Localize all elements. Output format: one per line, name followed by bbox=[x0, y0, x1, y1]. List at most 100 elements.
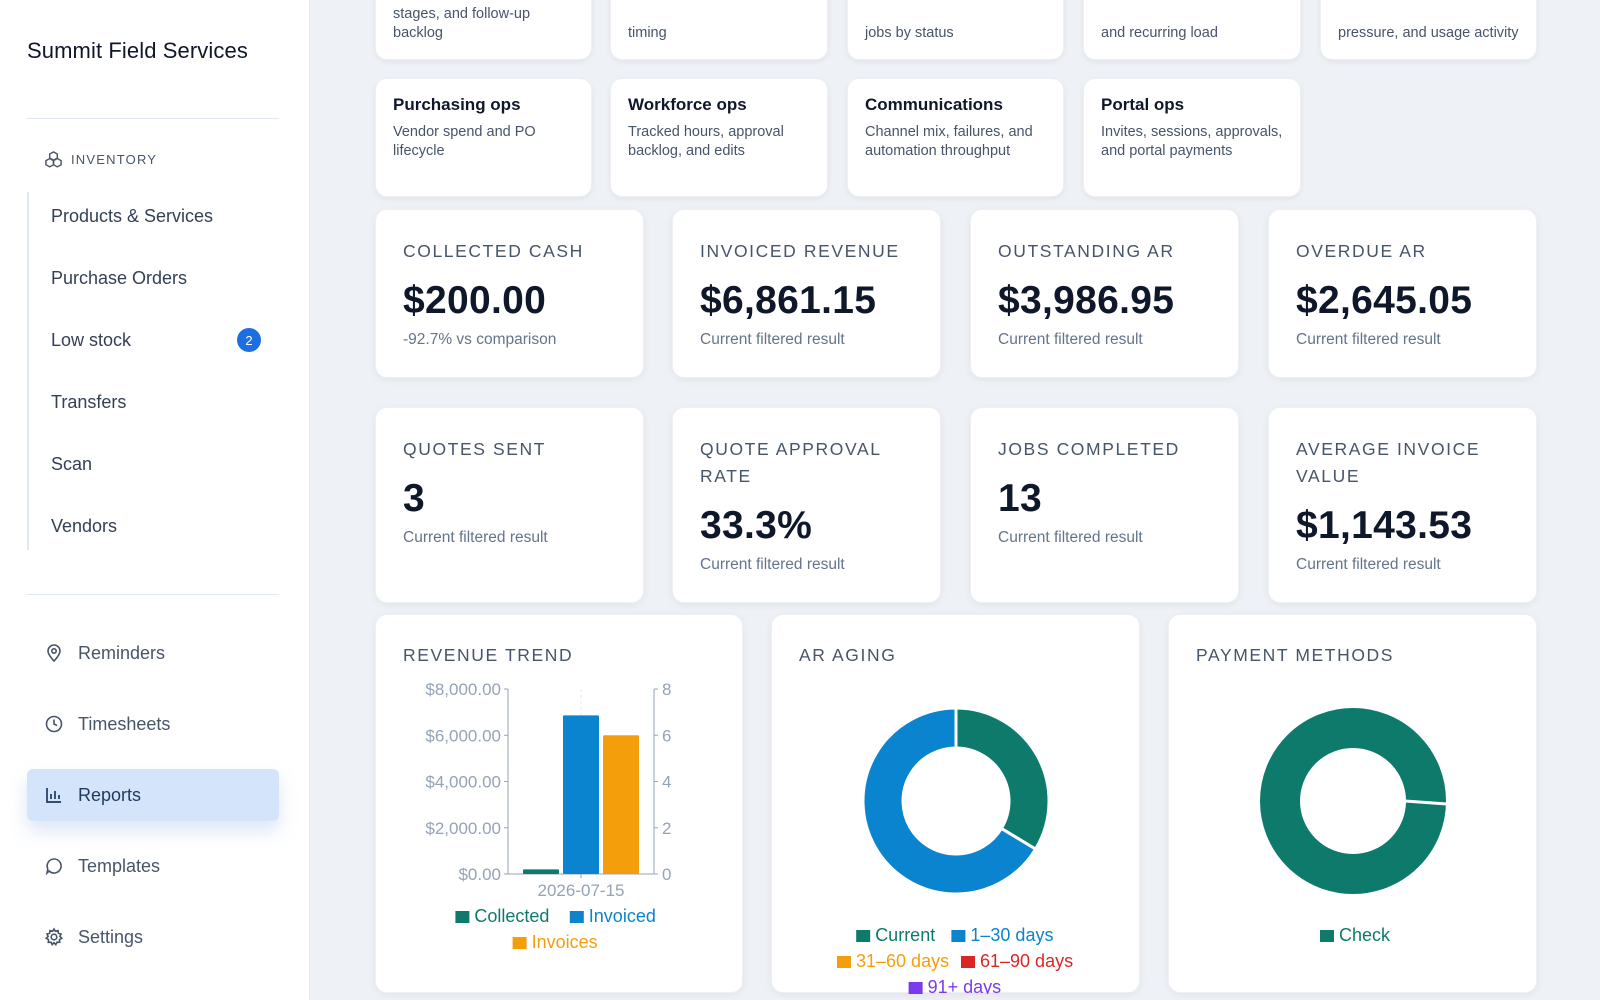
payment-methods-card: PAYMENT METHODS Check bbox=[1168, 614, 1537, 993]
bar-chart-icon bbox=[46, 788, 61, 803]
legend-swatch bbox=[455, 911, 470, 923]
kpi-subtext: Current filtered result bbox=[700, 331, 845, 348]
report-tile-jobs[interactable]: jobs by status bbox=[847, 0, 1064, 60]
kpi-label: OUTSTANDING AR bbox=[998, 241, 1175, 261]
kpi-card-quotes-sent: QUOTES SENT 3 Current filtered result bbox=[375, 407, 644, 603]
kpi-label: INVOICED REVENUE bbox=[700, 241, 900, 261]
kpi-card-overdue-ar: OVERDUE AR $2,645.05 Current filtered re… bbox=[1268, 209, 1537, 378]
kpi-label: QUOTE APPROVAL RATE bbox=[700, 439, 881, 486]
payment-methods-chart: Check bbox=[1260, 708, 1448, 945]
legend-label: Current bbox=[875, 925, 935, 945]
y-right-tick-label: 4 bbox=[662, 773, 671, 792]
report-tile-sales[interactable]: stages, and follow-up backlog bbox=[375, 0, 592, 60]
report-tile-communications[interactable]: Communications Channel mix, failures, an… bbox=[847, 78, 1064, 197]
kpi-card-invoiced-revenue: INVOICED REVENUE $6,861.15 Current filte… bbox=[672, 209, 941, 378]
chart-title: PAYMENT METHODS bbox=[1196, 645, 1395, 665]
chat-bubble-icon bbox=[45, 858, 62, 876]
kpi-value: 3 bbox=[403, 477, 425, 520]
report-tile-purchasing-ops[interactable]: Purchasing ops Vendor spend and PO lifec… bbox=[375, 78, 592, 197]
x-tick-label: 2026-07-15 bbox=[538, 881, 625, 900]
y-left-tick-label: $0.00 bbox=[458, 865, 501, 884]
legend-label: 61–90 days bbox=[980, 951, 1073, 971]
kpi-value: 13 bbox=[998, 477, 1042, 520]
legend-label: Invoices bbox=[532, 932, 598, 952]
report-tile-title: Purchasing ops bbox=[393, 95, 521, 114]
y-right-tick-label: 6 bbox=[662, 726, 671, 745]
legend-swatch bbox=[512, 937, 527, 949]
kpi-card-jobs-completed: JOBS COMPLETED 13 Current filtered resul… bbox=[970, 407, 1239, 603]
boxes-icon bbox=[45, 151, 62, 168]
report-tile-scheduling[interactable]: and recurring load bbox=[1083, 0, 1301, 60]
sidebar-item-reports[interactable]: Reports bbox=[27, 769, 279, 821]
y-right-tick-label: 2 bbox=[662, 819, 671, 838]
kpi-subtext: Current filtered result bbox=[403, 529, 548, 546]
bar-collected bbox=[523, 869, 559, 874]
report-tile-title: Communications bbox=[865, 95, 1003, 114]
kpi-subtext: -92.7% vs comparison bbox=[403, 331, 557, 348]
sidebar-item-low-stock[interactable]: Low stock bbox=[51, 330, 132, 350]
sidebar-item-label: Settings bbox=[78, 926, 144, 947]
y-left-tick-label: $2,000.00 bbox=[425, 819, 501, 838]
y-left-tick-label: $4,000.00 bbox=[425, 773, 501, 792]
divider bbox=[27, 594, 279, 595]
divider bbox=[27, 118, 279, 119]
report-tile-desc: Invites, sessions, approvals, and portal… bbox=[1101, 124, 1283, 159]
kpi-label: COLLECTED CASH bbox=[403, 241, 584, 261]
kpi-card-outstanding-ar: OUTSTANDING AR $3,986.95 Current filtere… bbox=[970, 209, 1239, 378]
report-tile-portal-ops[interactable]: Portal ops Invites, sessions, approvals,… bbox=[1083, 78, 1301, 197]
report-tile-title: Portal ops bbox=[1101, 95, 1185, 114]
legend-label: 1–30 days bbox=[970, 925, 1053, 945]
kpi-subtext: Current filtered result bbox=[998, 331, 1143, 348]
legend-swatch bbox=[569, 911, 584, 923]
sidebar-item-purchase-orders[interactable]: Purchase Orders bbox=[51, 268, 188, 288]
sidebar-item-vendors[interactable]: Vendors bbox=[51, 516, 118, 536]
sidebar-item-scan[interactable]: Scan bbox=[51, 454, 93, 474]
sidebar-item-products-services[interactable]: Products & Services bbox=[51, 206, 214, 226]
y-left-tick-label: $6,000.00 bbox=[425, 726, 501, 745]
report-tile-desc: Channel mix, failures, and automation th… bbox=[865, 124, 1033, 159]
kpi-subtext: Current filtered result bbox=[1296, 331, 1441, 348]
legend-label: 91+ days bbox=[928, 977, 1002, 994]
legend-label: Invoiced bbox=[589, 906, 656, 926]
kpi-value: $2,645.05 bbox=[1296, 279, 1473, 322]
kpi-subtext: Current filtered result bbox=[700, 556, 845, 573]
group-indent-line bbox=[27, 192, 29, 550]
sidebar-item-templates[interactable]: Templates bbox=[27, 840, 279, 892]
sidebar-item-timesheets[interactable]: Timesheets bbox=[27, 698, 279, 750]
legend-swatch bbox=[1320, 930, 1334, 942]
gear-icon bbox=[44, 927, 64, 946]
kpi-label: OVERDUE AR bbox=[1296, 241, 1427, 261]
legend-label: Collected bbox=[474, 906, 549, 926]
kpi-value: $200.00 bbox=[403, 279, 547, 322]
bar-invoices bbox=[603, 735, 639, 874]
report-tile-inventory[interactable]: pressure, and usage activity bbox=[1320, 0, 1537, 60]
report-tile-desc: timing bbox=[628, 25, 667, 41]
sidebar: Summit Field Services INVENTORY Products… bbox=[0, 0, 310, 1000]
kpi-value: 33.3% bbox=[700, 504, 813, 547]
inventory-group-header[interactable]: INVENTORY bbox=[44, 150, 157, 169]
kpi-label: JOBS COMPLETED bbox=[998, 439, 1180, 459]
report-tile-desc: stages, and follow-up backlog bbox=[393, 6, 531, 41]
slice-check bbox=[1260, 708, 1446, 894]
legend-swatch bbox=[961, 956, 975, 968]
kpi-card-quote-approval-rate: QUOTE APPROVAL RATE 33.3% Current filter… bbox=[672, 407, 941, 603]
report-tile-workforce-ops[interactable]: Workforce ops Tracked hours, approval ba… bbox=[610, 78, 828, 197]
y-right-tick-label: 8 bbox=[662, 680, 671, 699]
report-tile-desc: pressure, and usage activity bbox=[1338, 25, 1519, 41]
legend-swatch bbox=[856, 930, 871, 942]
sidebar-item-reminders[interactable]: Reminders bbox=[27, 627, 279, 679]
legend-swatch bbox=[908, 982, 923, 994]
report-tile-quotes[interactable]: timing bbox=[610, 0, 828, 60]
sidebar-item-label: Templates bbox=[78, 855, 161, 876]
legend-label: 31–60 days bbox=[856, 951, 949, 971]
kpi-card-collected-cash: COLLECTED CASH $200.00 -92.7% vs compari… bbox=[375, 209, 644, 378]
kpi-subtext: Current filtered result bbox=[998, 529, 1143, 546]
report-tile-title: Workforce ops bbox=[628, 95, 747, 114]
slice-1-30-days bbox=[861, 706, 1038, 896]
report-tile-desc: and recurring load bbox=[1101, 25, 1218, 41]
sidebar-item-transfers[interactable]: Transfers bbox=[51, 392, 127, 412]
slice-separator bbox=[1404, 799, 1448, 806]
sidebar-item-label: Reports bbox=[78, 784, 142, 805]
sidebar-item-settings[interactable]: Settings bbox=[27, 911, 279, 963]
legend-swatch bbox=[837, 956, 851, 968]
